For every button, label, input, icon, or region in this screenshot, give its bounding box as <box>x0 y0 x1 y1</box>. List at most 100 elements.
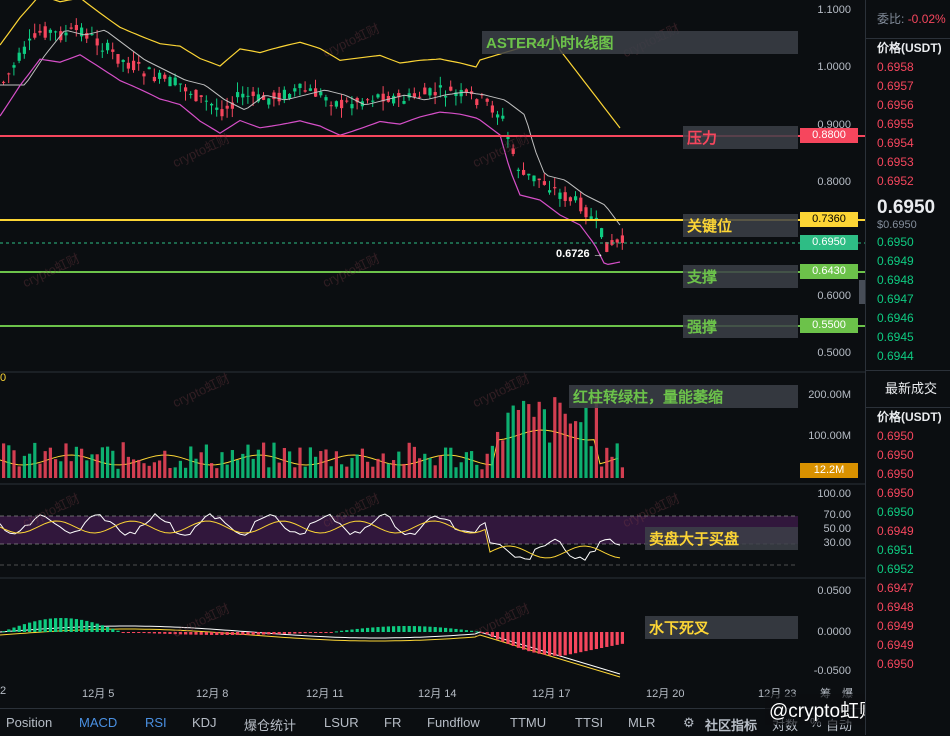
bid-row[interactable]: 0.6950 <box>877 235 914 249</box>
volume-bar <box>553 397 557 478</box>
bid-row[interactable]: 0.6945 <box>877 330 914 344</box>
volume-bar <box>620 467 624 478</box>
macd-bar <box>158 632 162 634</box>
volume-bar <box>189 446 193 478</box>
macd-bar <box>386 626 390 632</box>
macd-bar <box>241 632 245 635</box>
volume-bar <box>605 447 609 478</box>
trade-row[interactable]: 0.6950 <box>877 657 914 671</box>
date-label: 12月 8 <box>196 688 229 700</box>
volume-bar <box>522 400 526 478</box>
trade-row[interactable]: 0.6949 <box>877 619 914 633</box>
macd-bar <box>293 632 297 634</box>
tab-fr[interactable]: FR <box>384 715 402 730</box>
rsi-annotation: 卖盘大于买盘 <box>645 527 798 550</box>
volume-bar <box>558 402 562 478</box>
ask-row[interactable]: 0.6952 <box>877 174 914 188</box>
macd-bar <box>210 632 214 635</box>
macd-bar <box>610 632 614 646</box>
date-label: 12月 11 <box>306 688 344 700</box>
volume-bar <box>392 460 396 478</box>
candle <box>511 148 515 154</box>
candle <box>267 98 271 105</box>
volume-bar <box>48 447 52 478</box>
volume-bar <box>563 413 567 478</box>
macd-bar <box>22 624 26 632</box>
trade-row[interactable]: 0.6950 <box>877 486 914 500</box>
ask-row[interactable]: 0.6955 <box>877 117 914 131</box>
volume-bar <box>246 444 250 478</box>
candlestick-chart[interactable] <box>0 0 865 708</box>
trade-row[interactable]: 0.6950 <box>877 467 914 481</box>
tab-fundflow[interactable]: Fundflow <box>427 715 480 730</box>
ask-row[interactable]: 0.6958 <box>877 60 914 74</box>
volume-bar <box>277 462 281 478</box>
macd-bar <box>80 619 84 632</box>
bid-row[interactable]: 0.6947 <box>877 292 914 306</box>
volume-bar <box>95 454 99 478</box>
candle <box>293 88 297 92</box>
macd-bar <box>537 632 541 654</box>
tab-liquidation[interactable]: 爆仓统计 <box>244 718 297 733</box>
candle <box>272 92 276 100</box>
ask-row[interactable]: 0.6953 <box>877 155 914 169</box>
volume-bar <box>163 450 167 478</box>
tab-lsur[interactable]: LSUR <box>324 715 359 730</box>
candle <box>152 76 156 82</box>
macd-bar <box>485 632 489 635</box>
candle <box>43 26 47 38</box>
ask-row[interactable]: 0.6956 <box>877 98 914 112</box>
trade-row[interactable]: 0.6949 <box>877 638 914 652</box>
tab-community[interactable]: 社区指标 <box>705 718 758 733</box>
macd-bar <box>366 627 370 632</box>
tab-ttmu[interactable]: TTMU <box>510 715 547 730</box>
volume-bar <box>397 451 401 478</box>
price-axis-label: 0.5000 <box>817 347 851 359</box>
macd-bar <box>199 632 203 635</box>
candle <box>345 100 349 102</box>
bid-row[interactable]: 0.6949 <box>877 254 914 268</box>
latest-trades-title[interactable]: 最新成交 <box>866 370 950 408</box>
trade-row[interactable]: 0.6947 <box>877 581 914 595</box>
macd-bar <box>371 627 375 632</box>
macd-bar <box>412 626 416 632</box>
panel-resize-handle[interactable] <box>859 280 865 304</box>
trade-row[interactable]: 0.6948 <box>877 600 914 614</box>
bid-row[interactable]: 0.6946 <box>877 311 914 325</box>
chart-area[interactable]: crypto虹财 crypto虹财 crypto虹财 crypto虹财 cryp… <box>0 0 865 708</box>
low-price-marker: 0.6726 → <box>556 248 604 260</box>
volume-bar <box>615 443 619 478</box>
trade-row[interactable]: 0.6951 <box>877 543 914 557</box>
tab-rsi[interactable]: RSI <box>145 715 167 730</box>
trade-row[interactable]: 0.6949 <box>877 524 914 538</box>
volume-bar <box>449 447 453 478</box>
macd-bar <box>267 632 271 635</box>
tab-ttsi[interactable]: TTSI <box>575 715 604 730</box>
tab-mlr[interactable]: MLR <box>628 715 656 730</box>
trade-row[interactable]: 0.6952 <box>877 562 914 576</box>
macd-axis-label: 0.0000 <box>817 626 851 638</box>
volume-bar <box>438 455 442 478</box>
volume-bar <box>210 463 214 478</box>
tab-position[interactable]: Position <box>6 715 53 730</box>
settings-icon[interactable]: ⚙ <box>683 715 695 730</box>
macd-bar <box>90 622 94 632</box>
volume-bar <box>402 463 406 478</box>
volume-bar <box>241 453 245 478</box>
bid-row[interactable]: 0.6948 <box>877 273 914 287</box>
ratio-label: 委比: <box>877 12 905 26</box>
volume-bar <box>548 442 552 478</box>
bid-row[interactable]: 0.6944 <box>877 349 914 363</box>
candle <box>194 89 198 102</box>
key-level-annotation: 关键位 <box>683 214 798 237</box>
trade-row[interactable]: 0.6950 <box>877 448 914 462</box>
ask-row[interactable]: 0.6954 <box>877 136 914 150</box>
candle <box>178 83 182 85</box>
candle <box>620 235 624 243</box>
ask-row[interactable]: 0.6957 <box>877 79 914 93</box>
macd-line <box>0 625 621 675</box>
trade-row[interactable]: 0.6950 <box>877 429 914 443</box>
tab-macd[interactable]: MACD <box>79 715 118 730</box>
trade-row[interactable]: 0.6950 <box>877 505 914 519</box>
tab-kdj[interactable]: KDJ <box>192 715 217 730</box>
